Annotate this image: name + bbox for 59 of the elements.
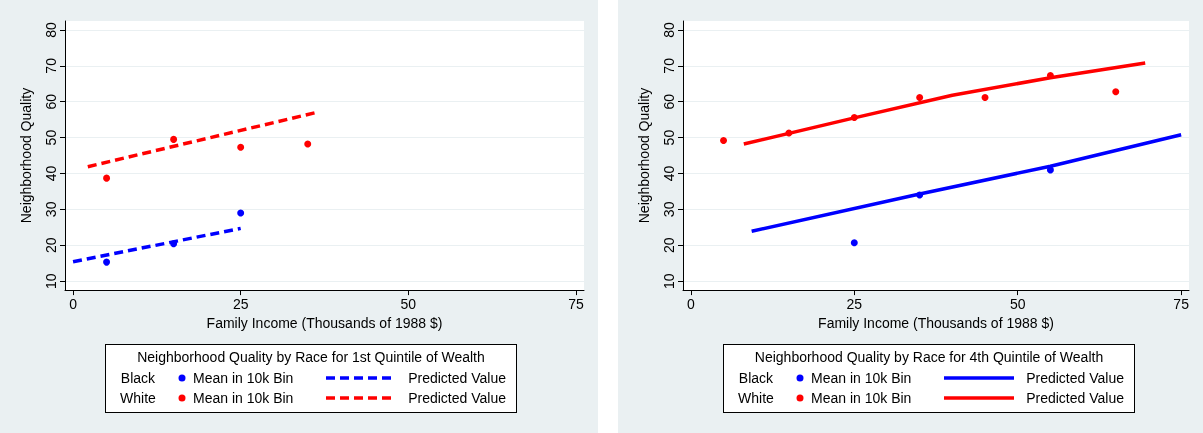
- legend-label: Mean in 10k Bin: [810, 370, 912, 386]
- legend-label: Predicted Value: [408, 390, 506, 406]
- y-tick-label: 10: [43, 273, 59, 289]
- x-tick-label: 50: [1009, 296, 1026, 313]
- y-tick-label: 10: [661, 273, 677, 289]
- x-tick-label: 0: [69, 296, 78, 313]
- x-tick-label: 25: [232, 296, 249, 313]
- y-axis-title: Neighborhood Quality: [636, 87, 652, 224]
- x-tick-label: 25: [846, 296, 863, 313]
- legend-title: Neighborhood Quality by Race for 1st Quintile of Wealth: [136, 349, 486, 365]
- point: [981, 93, 989, 101]
- x-axis-title: Family Income (Thousands of 1988 $): [206, 315, 443, 331]
- point: [850, 114, 858, 122]
- y-tick-label: 20: [661, 237, 677, 254]
- legend-label: Mean in 10k Bin: [192, 390, 294, 406]
- y-tick-label: 40: [661, 165, 677, 182]
- point: [237, 209, 245, 217]
- x-tick-label: 75: [568, 296, 584, 313]
- y-tick-label: 60: [661, 93, 677, 110]
- y-tick-label: 20: [43, 237, 59, 254]
- point: [720, 136, 728, 144]
- y-tick-label: 70: [661, 57, 677, 74]
- y-tick-label: 40: [43, 165, 59, 182]
- legend-label: Mean in 10k Bin: [810, 390, 912, 406]
- point: [103, 258, 111, 266]
- y-tick-label: 50: [43, 129, 59, 146]
- legend-label: Predicted Value: [1026, 390, 1124, 406]
- point: [170, 240, 178, 248]
- legend-label: Predicted Value: [408, 370, 506, 386]
- x-tick-label: 75: [1173, 296, 1190, 313]
- point: [916, 93, 924, 101]
- line-series: [749, 132, 1183, 234]
- text: Black: [119, 370, 157, 386]
- legend-title: Neighborhood Quality by Race for 4th Quintile of Wealth: [753, 349, 1105, 365]
- text: White: [737, 390, 775, 406]
- point: [1046, 166, 1054, 174]
- x-tick-label: 50: [400, 296, 417, 313]
- point: [237, 143, 245, 151]
- x-tick-label: 0: [686, 296, 695, 313]
- y-tick-label: 50: [661, 129, 677, 146]
- y-tick-label: 30: [43, 201, 59, 218]
- line-series: [742, 61, 1147, 146]
- point: [850, 239, 858, 247]
- y-tick-label: 80: [43, 21, 59, 38]
- point: [1112, 88, 1120, 96]
- text: White: [119, 390, 157, 406]
- y-axis-title: Neighborhood Quality: [18, 87, 34, 224]
- legend-label: Predicted Value: [1026, 370, 1124, 386]
- y-tick-label: 80: [661, 21, 677, 38]
- y-tick-label: 60: [43, 93, 59, 110]
- point: [170, 135, 178, 143]
- y-tick-label: 70: [43, 57, 59, 74]
- legend-label: Mean in 10k Bin: [192, 370, 294, 386]
- x-axis-title: Family Income (Thousands of 1988 $): [818, 315, 1054, 331]
- point: [304, 140, 312, 148]
- text: Black: [737, 370, 775, 386]
- y-tick-label: 30: [661, 201, 677, 218]
- point: [103, 174, 111, 182]
- point: [916, 191, 924, 199]
